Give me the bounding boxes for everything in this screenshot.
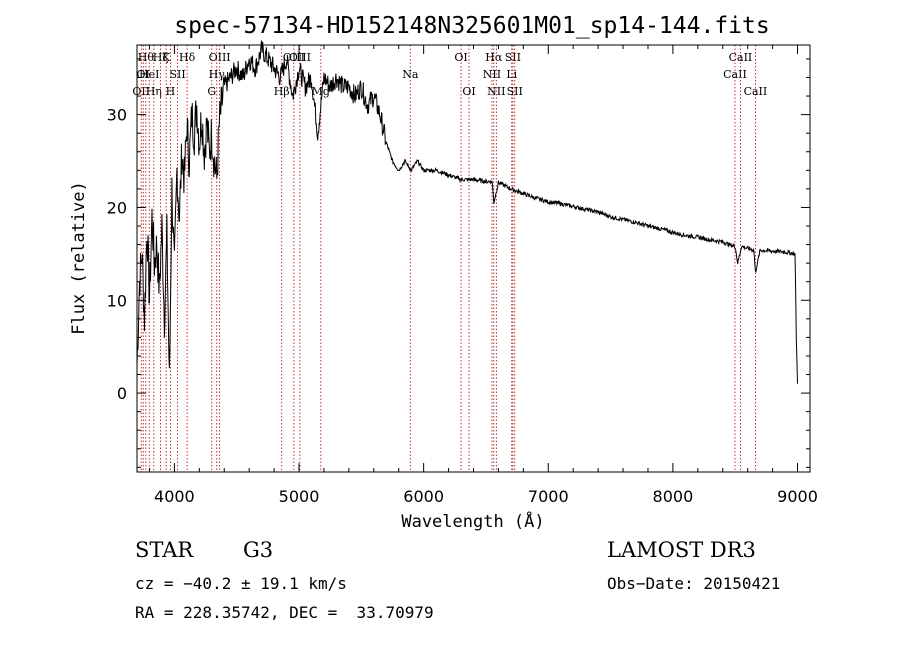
spectral-line-label: Hα <box>485 51 503 64</box>
x-tick-label: 7000 <box>528 487 569 506</box>
spectral-line-label: CaII <box>744 85 768 98</box>
object-subclass: G3 <box>243 538 274 562</box>
axis-ticks: 4000 5000 6000 7000 8000 9000 0 10 20 30 <box>107 45 818 506</box>
spectral-line-label: NII <box>483 68 501 81</box>
spectral-line-label: SII <box>505 51 521 64</box>
spectral-line-label: CaII <box>729 51 753 64</box>
series-layer <box>136 40 798 384</box>
x-axis-label: Wavelength (Å) <box>401 510 544 532</box>
spectral-line-label: OIII <box>289 51 311 64</box>
redshift-cz: cz = −40.2 ± 19.1 km/s <box>135 574 347 593</box>
x-tick-label: 9000 <box>777 487 818 506</box>
spectral-lines: OIIOIHθHeIHηHζKHSIIHδGHγOIIIHβOIIIOIIIMg… <box>132 45 767 472</box>
spectral-line-label: OIII <box>209 51 231 64</box>
spectral-line-label: Hβ <box>274 85 290 98</box>
spectral-line-label: G <box>207 85 216 98</box>
y-tick-label: 10 <box>107 291 127 310</box>
y-axis-label: Flux (relative) <box>69 181 89 335</box>
spectral-line-label: H <box>166 85 176 98</box>
x-tick-label: 6000 <box>403 487 444 506</box>
spectral-line-label: Mg <box>312 85 330 98</box>
spectral-line-label: K <box>162 51 171 64</box>
y-tick-label: 30 <box>107 106 127 125</box>
x-tick-label: 8000 <box>653 487 694 506</box>
survey-name: LAMOST DR3 <box>607 538 756 562</box>
plot-frame <box>136 44 811 473</box>
spectral-line-label: CaII <box>723 68 747 81</box>
spectral-line-label: Hη <box>146 85 162 98</box>
x-tick-label: 5000 <box>279 487 320 506</box>
spectral-line-label: Hδ <box>179 51 196 64</box>
spectrum-series-line <box>136 40 798 384</box>
spectral-line-label: Na <box>402 68 419 81</box>
spectral-line-label: Hθ <box>138 51 155 64</box>
object-class: STAR <box>135 538 194 562</box>
spectral-line-label: Hζ <box>153 51 169 64</box>
spectral-line-label: SII <box>170 68 186 81</box>
spectral-line-label: Hγ <box>209 68 226 81</box>
spectral-line-label: OI <box>454 51 467 64</box>
x-tick-label: 4000 <box>154 487 195 506</box>
chart-title: spec-57134-HD152148N325601M01_sp14-144.f… <box>174 13 769 39</box>
y-tick-label: 0 <box>117 384 127 403</box>
spectral-line-label: OI <box>462 85 475 98</box>
spectral-line-label: NII <box>487 85 505 98</box>
observation-date: Obs−Date: 20150421 <box>607 574 781 593</box>
ra-dec: RA = 228.35742, DEC = 33.70979 <box>135 603 434 622</box>
spectral-line-label: SII <box>507 85 523 98</box>
spectral-line-label: HeI <box>139 68 159 81</box>
y-tick-label: 20 <box>107 198 127 217</box>
spectral-line-label: Li <box>506 68 517 81</box>
